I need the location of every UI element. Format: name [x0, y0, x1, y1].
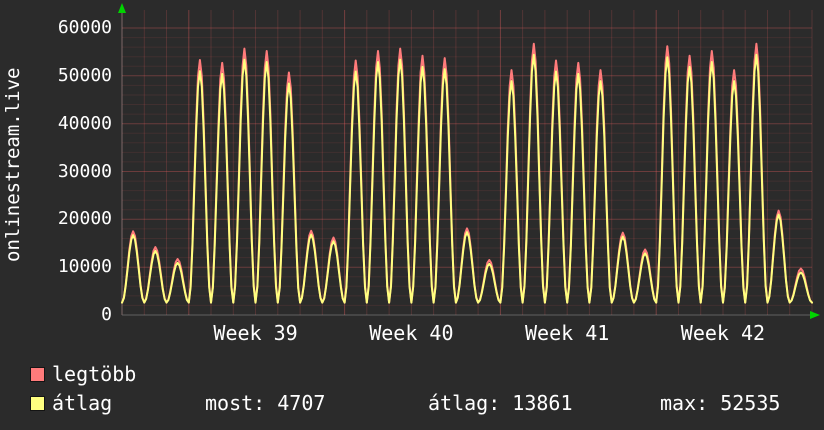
y-tick-label: 10000 — [57, 256, 112, 278]
y-tick-label: 20000 — [57, 208, 112, 230]
x-axis-arrow-icon — [810, 311, 820, 319]
legend-label-avg: átlag — [52, 391, 113, 415]
series-line-max — [121, 42, 813, 304]
legend-swatch-avg — [30, 396, 45, 411]
x-axis-label-week-40: Week 40 — [369, 321, 454, 345]
x-axis-label-week-42: Week 42 — [680, 321, 766, 345]
grid-day-vertical — [121, 10, 813, 315]
legend-label-max: legtöbb — [52, 362, 137, 386]
stat-max: max: 52535 — [660, 391, 781, 415]
y-tick-label: 60000 — [57, 17, 112, 38]
grid-week-vertical — [188, 10, 657, 315]
y-tick-label: 30000 — [57, 160, 112, 182]
y-tick-label: 40000 — [57, 112, 112, 134]
stat-most: most: 4707 — [205, 391, 326, 415]
axis-lines — [121, 10, 812, 316]
y-tick-label: 50000 — [57, 64, 112, 86]
grid-major-horizontal — [122, 27, 812, 268]
legend-swatch-max — [30, 367, 45, 382]
y-axis-arrow-icon — [118, 3, 126, 13]
x-axis-label-week-39: Week 39 — [213, 321, 298, 345]
x-axis-label-week-41: Week 41 — [525, 321, 610, 345]
series-line-avg — [121, 53, 813, 304]
y-tick-label: 0 — [101, 304, 112, 325]
stat-avg: átlag: 13861 — [428, 391, 573, 415]
grid-minor-horizontal — [122, 37, 812, 306]
